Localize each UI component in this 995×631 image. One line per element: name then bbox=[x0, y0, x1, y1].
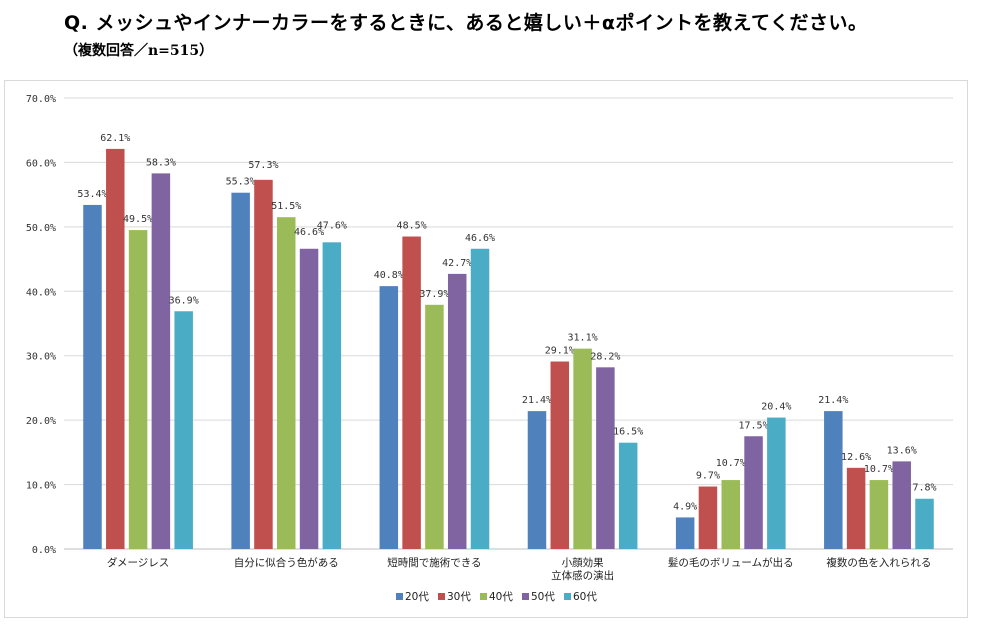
y-tick-label: 70.0% bbox=[26, 94, 56, 105]
bar bbox=[447, 273, 467, 549]
legend-swatch bbox=[480, 593, 487, 600]
data-label: 36.9% bbox=[169, 295, 199, 306]
data-label: 7.8% bbox=[912, 483, 936, 494]
bar bbox=[106, 148, 125, 550]
bar bbox=[767, 417, 786, 549]
category-label: 髪の毛のボリュームが出る bbox=[668, 556, 794, 569]
legend-label: 60代 bbox=[573, 591, 597, 603]
bar bbox=[254, 179, 273, 549]
data-label: 10.7% bbox=[716, 458, 746, 469]
data-label: 9.7% bbox=[696, 471, 720, 482]
bar bbox=[379, 286, 399, 549]
bar bbox=[299, 248, 319, 549]
data-label: 12.6% bbox=[841, 452, 871, 463]
bar bbox=[174, 311, 193, 549]
bar bbox=[846, 467, 866, 549]
legend-label: 30代 bbox=[447, 591, 471, 603]
bar bbox=[596, 367, 615, 549]
legend-swatch bbox=[522, 593, 529, 600]
bar bbox=[402, 236, 421, 549]
bar bbox=[721, 480, 740, 549]
bar bbox=[151, 173, 171, 550]
data-label: 20.4% bbox=[761, 402, 791, 413]
data-label: 13.6% bbox=[887, 445, 917, 456]
chart-frame bbox=[4, 80, 968, 618]
data-label: 46.6% bbox=[294, 227, 324, 238]
data-label: 53.4% bbox=[77, 189, 107, 200]
data-label: 37.9% bbox=[419, 289, 449, 300]
chart-title: Q. メッシュやインナーカラーをするときに、あると嬉しい＋αポイントを教えてくだ… bbox=[64, 12, 868, 34]
bar bbox=[869, 480, 889, 549]
data-label: 4.9% bbox=[673, 501, 697, 512]
data-label: 21.4% bbox=[818, 395, 848, 406]
data-label: 29.1% bbox=[545, 346, 575, 357]
bar bbox=[915, 498, 934, 549]
legend-label: 20代 bbox=[405, 591, 429, 603]
legend-swatch bbox=[438, 593, 445, 600]
legend-swatch bbox=[564, 593, 571, 600]
bar bbox=[231, 192, 250, 549]
bar bbox=[128, 230, 148, 550]
bar bbox=[322, 242, 342, 549]
bar bbox=[698, 486, 718, 549]
data-label: 16.5% bbox=[613, 427, 643, 438]
data-label: 31.1% bbox=[568, 333, 598, 344]
data-label: 55.3% bbox=[226, 177, 256, 188]
bar bbox=[425, 304, 444, 549]
category-label: 短時間で施術できる bbox=[387, 556, 481, 569]
bar bbox=[573, 348, 592, 549]
data-label: 49.5% bbox=[123, 214, 153, 225]
y-tick-label: 40.0% bbox=[26, 287, 56, 298]
y-tick-label: 50.0% bbox=[26, 223, 56, 234]
data-label: 42.7% bbox=[442, 258, 472, 269]
y-tick-label: 30.0% bbox=[26, 352, 56, 363]
bar bbox=[277, 217, 296, 549]
data-label: 10.7% bbox=[864, 464, 894, 475]
bar bbox=[675, 517, 695, 549]
bar bbox=[824, 411, 843, 549]
bar bbox=[618, 442, 638, 549]
bar bbox=[83, 204, 102, 550]
bar bbox=[470, 248, 490, 549]
legend-swatch bbox=[396, 593, 403, 600]
data-label: 57.3% bbox=[248, 160, 278, 171]
data-label: 28.2% bbox=[590, 351, 620, 362]
category-label: 複数の色を入れられる bbox=[826, 556, 931, 569]
bar bbox=[550, 361, 570, 549]
legend-label: 40代 bbox=[489, 591, 513, 603]
data-label: 21.4% bbox=[522, 395, 552, 406]
y-tick-label: 20.0% bbox=[26, 416, 56, 427]
data-label: 62.1% bbox=[100, 133, 130, 144]
category-label: 自分に似合う色がある bbox=[234, 556, 339, 569]
category-label: ダメージレス bbox=[107, 556, 169, 569]
data-label: 40.8% bbox=[374, 270, 404, 281]
legend-label: 50代 bbox=[531, 591, 555, 603]
category-label: 立体感の演出 bbox=[551, 569, 614, 582]
y-tick-label: 0.0% bbox=[32, 545, 56, 556]
category-label: 小顔効果 bbox=[562, 556, 604, 569]
data-label: 47.6% bbox=[317, 220, 347, 231]
data-label: 58.3% bbox=[146, 157, 176, 168]
data-label: 48.5% bbox=[397, 221, 427, 232]
data-label: 46.6% bbox=[465, 233, 495, 244]
bar bbox=[892, 461, 911, 549]
bar bbox=[744, 436, 763, 549]
y-tick-label: 60.0% bbox=[26, 158, 56, 169]
chart-subtitle: （複数回答／n=515） bbox=[64, 43, 214, 59]
data-label: 17.5% bbox=[738, 420, 768, 431]
y-tick-label: 10.0% bbox=[26, 481, 56, 492]
bar bbox=[527, 411, 547, 549]
data-label: 51.5% bbox=[271, 201, 301, 212]
